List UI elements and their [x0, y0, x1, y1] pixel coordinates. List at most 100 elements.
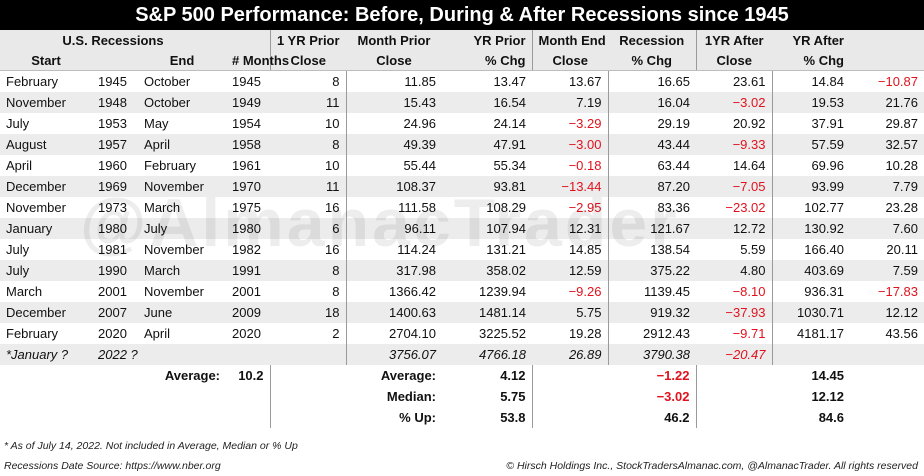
table-row: November 1948 October 1949 11 15.43 16.54 7.19 1…	[0, 92, 924, 113]
cell-start-year: 1960	[98, 158, 127, 173]
summary-recession-chg: −3.02	[608, 386, 696, 407]
cell-yr-after-close: 936.31	[771, 281, 850, 302]
cell-yr-prior-close: 55.44	[345, 155, 442, 176]
cell-start-month: April	[6, 158, 33, 173]
cell-start-year: 1980	[92, 218, 138, 239]
summary-yr-prior-chg: 4.12	[442, 365, 532, 386]
cell-yr-prior-chg: 12.31	[532, 218, 608, 239]
cell-month-end-close: 83.36	[607, 197, 696, 218]
cell-yr-prior-close: 114.24	[345, 239, 442, 260]
cell-yr-prior-close: 2704.10	[345, 323, 442, 344]
table-row: December 1969 November 1970 11 108.37 93.81 −13…	[0, 176, 924, 197]
cell-start-month: November	[0, 92, 92, 113]
table-row: November 1973 March 1975 16 111.58 108.29 −2.95…	[0, 197, 924, 218]
col-end-header: End	[138, 50, 226, 71]
cell-end-year: 1970	[226, 176, 270, 197]
performance-table: U.S. Recessions 1 YR Prior Month Prior Y…	[0, 30, 924, 428]
cell-month-end-close: 3790.38	[607, 344, 696, 365]
cell-yr-after-chg: 21.76	[850, 92, 924, 113]
cell-yr-prior-chg: 13.67	[568, 74, 602, 89]
cell-month-prior-close: 107.94	[442, 218, 532, 239]
cell-month-end-close: 87.20	[607, 176, 696, 197]
cell-end-month: March	[138, 260, 226, 281]
cell-yr-after-close: 37.91	[771, 113, 850, 134]
cell-yr-after-chg: 29.87	[885, 116, 918, 131]
cell-months: 11	[270, 92, 346, 113]
cell-month-end-close: 63.44	[607, 155, 696, 176]
cell-yr-prior-chg: 5.75	[532, 302, 608, 323]
cell-end-month: May	[144, 116, 169, 131]
cell-month-prior-close: 16.54	[442, 92, 532, 113]
table-row: July 1990 March 1991 8 317.98 358.02 12.59 375.2…	[0, 260, 924, 281]
cell-yr-after-chg: 23.28	[885, 200, 918, 215]
footnote-asof: * As of July 14, 2022. Not included in A…	[4, 440, 298, 452]
summary-label: Average:	[0, 365, 226, 386]
cell-month-prior-close: 1481.14	[442, 302, 532, 323]
cell-month-prior-close: 24.14	[493, 116, 526, 131]
cell-yr-after-chg: 20.11	[886, 242, 918, 257]
cell-yr-after-close: 130.92	[771, 218, 850, 239]
cell-months: 8	[270, 134, 346, 155]
cell-yr-prior-chg: −2.95	[568, 200, 602, 215]
col-month-prior-header: Month Prior	[346, 30, 442, 50]
cell-start-year: 2020	[98, 326, 127, 341]
cell-yr-prior-close: 1366.42	[345, 281, 442, 302]
cell-end-month: March	[144, 200, 181, 215]
cell-start-month: July	[6, 242, 30, 257]
summary-yr-after-chg: 84.6	[772, 407, 850, 428]
cell-start-month: February	[6, 74, 59, 89]
cell-start-month: August	[0, 134, 92, 155]
cell-month-prior-close: 358.02	[442, 260, 532, 281]
table-row: February 2020 April 2020 2 2704.10 3225.52 19.2…	[0, 323, 924, 344]
cell-months: 8	[270, 260, 346, 281]
cell-end-month: November	[144, 242, 204, 257]
cell-end-month: February	[144, 158, 197, 173]
table-row: December 2007 June 2009 18 1400.63 1481.14 5.75…	[0, 302, 924, 323]
summary-yr-prior-chg: 53.8	[442, 407, 532, 428]
cell-end-year: 1961	[232, 158, 261, 173]
cell-recession-chg: −8.10	[732, 284, 766, 299]
col-months-header: # Months	[226, 50, 289, 71]
summary-yr-after-chg: 12.12	[772, 386, 850, 407]
cell-month-prior-close: 131.21	[486, 242, 526, 257]
cell-end-year: 2009	[226, 302, 270, 323]
cell-yr-prior-chg: 12.59	[532, 260, 608, 281]
cell-start-month: November	[6, 200, 66, 215]
cell-recession-chg: −20.47	[696, 344, 772, 365]
cell-start-month: February	[6, 326, 59, 341]
cell-start-month: December	[0, 302, 92, 323]
cell-year-text: 2022 ?	[92, 344, 226, 365]
average-row: Average: 10.2 Average: 4.12 −1.22 14.45	[0, 365, 924, 386]
header-row-1: U.S. Recessions 1 YR Prior Month Prior Y…	[0, 30, 924, 50]
cell-recession-chg: −23.02	[725, 200, 766, 215]
cell-yr-prior-close: 108.37	[345, 176, 442, 197]
recessions-group-header: U.S. Recessions	[0, 30, 226, 50]
cell-recession-chg: −3.02	[696, 92, 772, 113]
cell-end-year: 1980	[226, 218, 270, 239]
cell-month-end-close: 2912.43	[607, 323, 696, 344]
cell-recession-chg: 23.61	[732, 74, 766, 89]
cell-months: 10	[325, 116, 340, 131]
col-yr-after-chg-header: YR After	[772, 30, 850, 50]
cell-month-prior-close: 1239.94	[479, 284, 526, 299]
summary-yr-after-chg: 14.45	[772, 365, 850, 386]
cell-months: 11	[270, 176, 346, 197]
cell-month-end-close: 16.04	[607, 92, 696, 113]
cell-recession-chg: 14.64	[732, 158, 766, 173]
cell-end-month: July	[138, 218, 226, 239]
cell-end-year: 1982	[232, 242, 261, 257]
cell-yr-prior-close: 49.39	[345, 134, 442, 155]
cell-yr-after-close: 102.77	[771, 197, 850, 218]
cell-end-year: 1945	[232, 74, 261, 89]
cell-month-end-close: 138.54	[607, 239, 696, 260]
cell-yr-after-chg: 7.59	[850, 260, 924, 281]
cell-recession-chg: −9.33	[696, 134, 772, 155]
cell-month-prior-close: 13.47	[493, 74, 526, 89]
copyright-credit: © Hirsch Holdings Inc., StockTradersAlma…	[506, 460, 918, 472]
cell-start-year: 1945	[98, 74, 127, 89]
cell-months: 2	[332, 326, 340, 341]
cell-end-year: 1954	[232, 116, 261, 131]
cell-yr-prior-close: 96.11	[345, 218, 442, 239]
table-row: February 1945 October 1945 8 11.85 13.47 13.67 1…	[0, 70, 924, 92]
table-row: January 1980 July 1980 6 96.11 107.94 12.31 121.…	[0, 218, 924, 239]
